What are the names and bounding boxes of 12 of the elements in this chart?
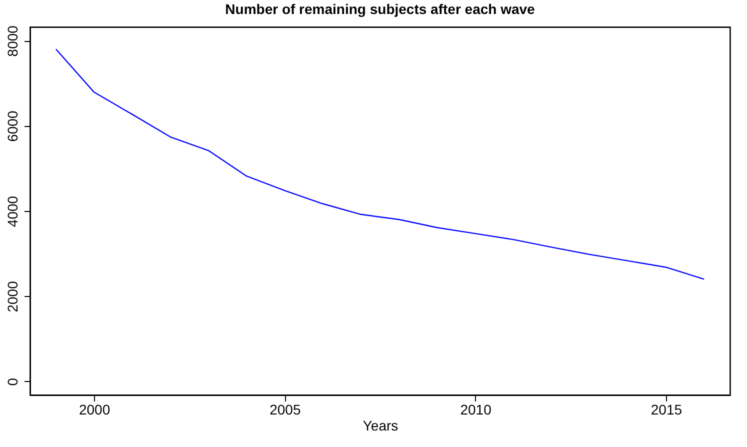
x-tick-label: 2010: [460, 402, 492, 418]
x-axis-title: Years: [362, 418, 398, 434]
chart-title: Number of remaining subjects after each wave: [225, 1, 536, 18]
x-tick-label: 2005: [270, 402, 301, 418]
line-series: [55, 48, 705, 280]
y-tick-label: 4000: [4, 196, 20, 228]
x-tick-label: 2000: [78, 402, 110, 418]
y-tick-label: 8000: [4, 25, 20, 57]
y-tick-label: 6000: [4, 110, 20, 142]
y-tick-label: 2000: [4, 280, 20, 312]
x-tick-label: 2015: [650, 402, 682, 418]
y-tick-label: 0: [4, 378, 20, 386]
